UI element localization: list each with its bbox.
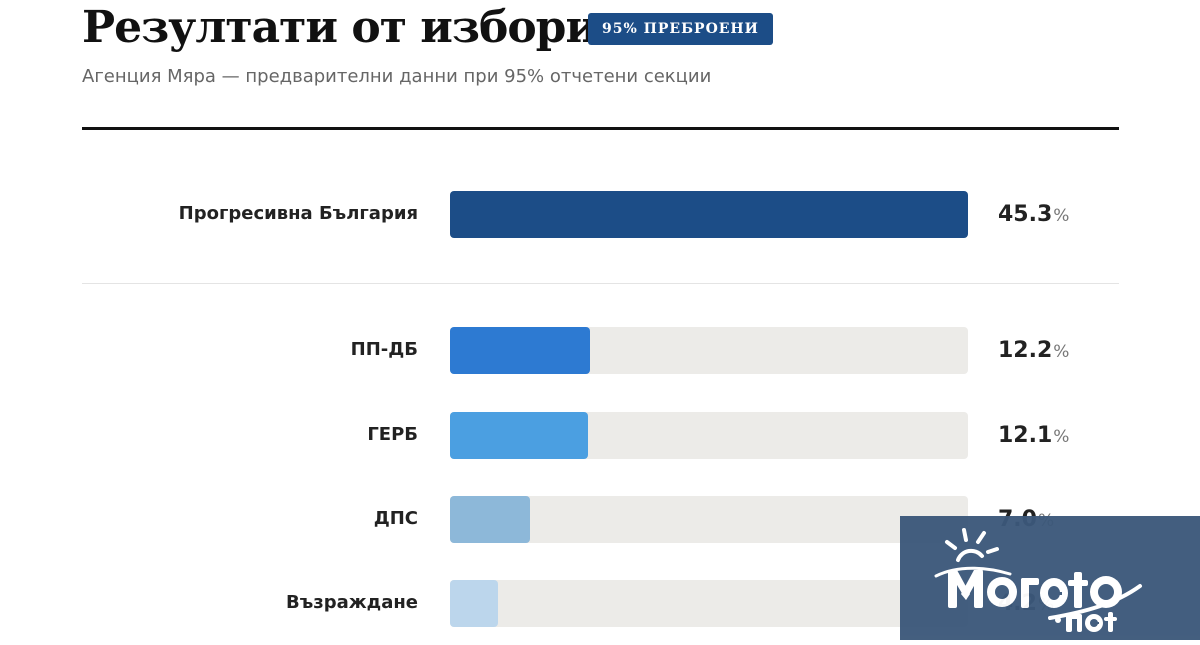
header-rule [82,127,1119,130]
category-label: Възраждане [286,592,418,613]
category-label: Прогресивна България [178,203,418,224]
moreto-logo-icon [934,528,1142,632]
data-label-value: 12.1 [998,423,1053,448]
bar [450,496,530,543]
bar [450,412,588,459]
bar [450,580,498,627]
data-label-unit: % [1053,427,1070,447]
moreto-watermark [900,516,1200,640]
data-label-value: 45.3 [998,202,1053,227]
bar-track [450,580,968,627]
bar [450,327,590,374]
data-label: 12.1% [998,420,1069,452]
bar-track [450,496,968,543]
page-subtitle: Агенция Мяра — предварителни данни при 9… [82,66,712,87]
data-label-unit: % [1053,206,1070,226]
bar-track [450,327,968,374]
leader-divider [82,283,1119,284]
bar-track [450,412,968,459]
bar [450,191,968,238]
category-label: ДПС [373,508,418,529]
page-title: Резултати от избори [82,2,598,53]
category-label: ГЕРБ [367,424,418,445]
bar-track [450,191,968,238]
data-label: 45.3% [998,199,1069,231]
data-label-value: 12.2 [998,338,1053,363]
data-label-unit: % [1053,342,1070,362]
category-label: ПП-ДБ [350,339,418,360]
data-label: 12.2% [998,335,1069,367]
counted-badge: 95% ПРЕБРОЕНИ [588,13,773,45]
